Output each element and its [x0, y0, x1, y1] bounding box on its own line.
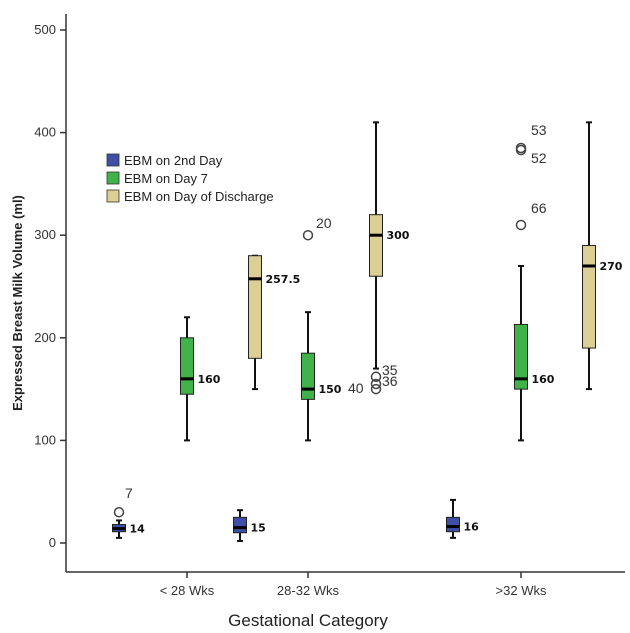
legend-swatch: [106, 153, 120, 167]
median-label: 257.5: [266, 273, 301, 286]
outlier-point: [370, 378, 382, 390]
median-label: 300: [387, 229, 410, 242]
x-tick-label: 28-32 Wks: [277, 583, 340, 598]
box-2-1: 300: [369, 121, 410, 395]
median-label: 160: [532, 373, 555, 386]
y-tick-label: 300: [34, 227, 56, 242]
median-label: 16: [464, 521, 480, 534]
outlier-label: 40: [348, 380, 364, 396]
box-rect: [233, 516, 247, 534]
y-tick-label: 500: [34, 22, 56, 37]
box-1-2: 160: [514, 142, 555, 442]
median-label: 160: [198, 373, 221, 386]
median-label: 14: [130, 523, 146, 536]
median-label: 150: [319, 383, 342, 396]
median-label: 270: [600, 260, 623, 273]
y-tick-label: 400: [34, 125, 56, 140]
x-axis-title: Gestational Category: [228, 611, 388, 630]
outlier-point: [515, 219, 527, 231]
legend-swatch: [106, 171, 120, 185]
legend-label: EBM on Day 7: [124, 171, 208, 186]
outlier-label: 36: [382, 373, 398, 389]
x-tick-label: < 28 Wks: [160, 583, 215, 598]
outlier-label: 53: [531, 122, 547, 138]
box-0-0: 14: [112, 506, 146, 539]
box-rect: [248, 255, 262, 359]
y-tick-label: 100: [34, 432, 56, 447]
y-ticks: 0 100 200 300 400 500: [34, 22, 66, 550]
legend-label: EBM on 2nd Day: [124, 153, 223, 168]
box-2-0: 257.5: [248, 254, 301, 391]
median-label: 15: [251, 522, 266, 535]
y-tick-label: 0: [49, 535, 56, 550]
outlier-label: 66: [531, 200, 547, 216]
legend-label: EBM on Day of Discharge: [124, 189, 274, 204]
box-rect: [369, 214, 383, 277]
outlier-point: [113, 506, 125, 518]
box-rect: [582, 244, 596, 349]
outlier-label: 35: [382, 362, 398, 378]
y-tick-label: 200: [34, 330, 56, 345]
outlier-label: 7: [125, 485, 133, 501]
box-rect: [180, 337, 194, 395]
x-ticks: < 28 Wks 28-32 Wks >32 Wks: [160, 572, 547, 598]
box-2-2: 270: [582, 121, 623, 391]
outlier-label: 52: [531, 150, 547, 166]
outlier-label: 20: [316, 215, 332, 231]
legend: EBM on 2nd Day EBM on Day 7 EBM on Day of …: [106, 153, 274, 204]
outlier-point: [370, 383, 382, 395]
box-0-2: 16: [446, 498, 480, 539]
box-1-1: 150: [301, 229, 342, 442]
outlier-point: [515, 144, 527, 156]
box-0-1: 15: [233, 509, 266, 542]
x-tick-label: >32 Wks: [496, 583, 547, 598]
box-rect: [301, 352, 315, 400]
box-1-0: 160: [180, 316, 221, 442]
legend-swatch: [106, 189, 120, 203]
axes: [65, 14, 625, 573]
outlier-point: [302, 229, 314, 241]
outlier-point: [370, 371, 382, 383]
box-rect: [446, 516, 460, 533]
y-axis-title: Expressed Breast Milk Volume (ml): [10, 195, 25, 411]
box-rect: [514, 323, 528, 390]
